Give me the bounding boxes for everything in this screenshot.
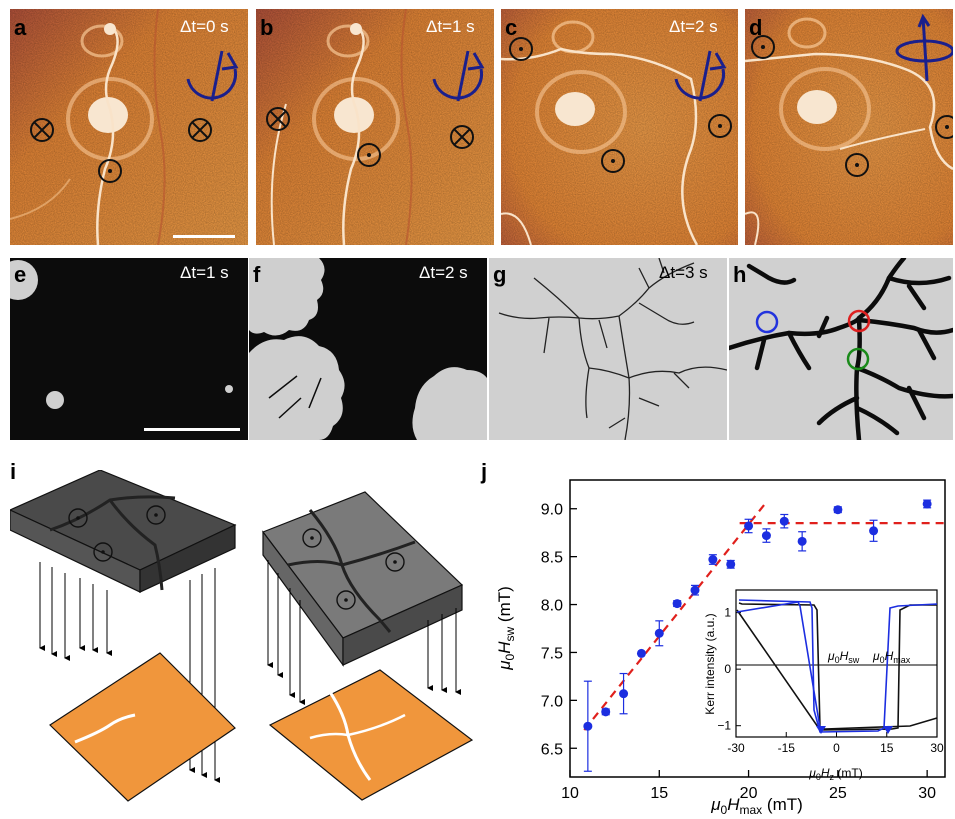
field-arrows-right bbox=[267, 560, 461, 705]
panel-g: g Δt=3 s bbox=[489, 258, 727, 440]
inset-x-tick-label: 30 bbox=[930, 741, 944, 755]
data-point bbox=[654, 628, 664, 638]
data-point bbox=[636, 648, 646, 658]
scale-bar bbox=[173, 235, 235, 238]
data-point bbox=[708, 555, 718, 565]
inset-hysteresis: -30 -15 0 15 30 −1 0 1 μ0Hsw μ0Hmax Kerr intens… bbox=[703, 589, 944, 782]
time-label-g: Δt=3 s bbox=[659, 263, 708, 282]
data-point bbox=[583, 721, 593, 731]
data-point bbox=[744, 521, 754, 531]
panel-b: b Δt=1 s bbox=[256, 9, 494, 245]
time-label-a: Δt=0 s bbox=[180, 17, 229, 36]
time-label-e: Δt=1 s bbox=[180, 263, 229, 282]
inset-y-label: Kerr intensity (a.u.) bbox=[703, 613, 717, 714]
red-circle-marker bbox=[847, 309, 871, 333]
x-axis-label: μ0Hmax (mT) bbox=[710, 795, 803, 817]
magnetic-slab-right bbox=[262, 491, 464, 667]
panel-c: c Δt=2 s bbox=[501, 9, 738, 245]
inset-arrows bbox=[816, 726, 893, 734]
y-axis-label: μ0Hsw (mT) bbox=[495, 586, 517, 671]
orange-film-left bbox=[49, 652, 236, 802]
x-tick-label: 30 bbox=[918, 785, 936, 802]
panel-h: h bbox=[729, 258, 953, 440]
data-point bbox=[779, 516, 789, 526]
panel-label-b: b bbox=[260, 15, 274, 40]
inset-y-tick-label: −1 bbox=[717, 719, 731, 733]
out-of-plane-symbol bbox=[751, 35, 953, 177]
x-tick-label: 25 bbox=[829, 785, 847, 802]
x-ticks: 10 15 20 25 30 bbox=[561, 770, 936, 802]
inset-x-label: μ0Hz (mT) bbox=[808, 766, 862, 782]
panel-label-f: f bbox=[253, 262, 261, 287]
domain-image-g bbox=[489, 258, 727, 440]
panel-label-d: d bbox=[749, 15, 763, 40]
y-tick-label: 8.0 bbox=[541, 598, 563, 615]
data-point bbox=[797, 536, 807, 546]
panel-a: a Δt=0 s bbox=[10, 9, 248, 245]
data-point bbox=[619, 689, 629, 699]
inset-y-tick-label: 0 bbox=[724, 662, 731, 676]
domain-image-f bbox=[249, 258, 487, 440]
into-plane-symbol bbox=[30, 118, 212, 142]
inset-x-tick-label: -15 bbox=[778, 741, 796, 755]
panel-e: e Δt=1 s bbox=[10, 258, 248, 440]
domain-image-h bbox=[729, 258, 953, 440]
data-point bbox=[690, 585, 700, 595]
data-point bbox=[922, 499, 932, 509]
inset-x-tick-label: -30 bbox=[727, 741, 745, 755]
data-point bbox=[672, 599, 682, 609]
panel-label-j: j bbox=[481, 459, 488, 484]
y-tick-label: 8.5 bbox=[541, 550, 563, 567]
domain-image-e bbox=[10, 258, 248, 440]
out-of-plane-symbol bbox=[98, 159, 122, 183]
inset-x-tick-label: 15 bbox=[880, 741, 894, 755]
y-tick-label: 6.5 bbox=[541, 741, 563, 758]
data-points bbox=[583, 499, 932, 772]
y-tick-label: 7.0 bbox=[541, 693, 563, 710]
kerr-image-a bbox=[10, 9, 248, 245]
kerr-image-c bbox=[501, 9, 738, 245]
data-point bbox=[726, 559, 736, 569]
time-label-f: Δt=2 s bbox=[419, 263, 468, 282]
inset-annotation-sw: μ0Hsw bbox=[827, 649, 860, 665]
panel-label-h: h bbox=[733, 262, 747, 287]
out-of-plane-symbol bbox=[357, 143, 381, 167]
panel-label-g: g bbox=[493, 262, 507, 287]
chart-j: 10 15 20 25 30 6.57.07.58.08.59.0 μ0Hmax (mT… bbox=[495, 479, 946, 817]
panel-label-c: c bbox=[505, 15, 518, 40]
x-tick-label: 20 bbox=[740, 785, 758, 802]
scale-bar bbox=[144, 428, 240, 431]
fit-line bbox=[583, 501, 768, 731]
panel-label-i: i bbox=[10, 459, 17, 484]
data-point bbox=[601, 707, 611, 717]
out-of-plane-symbol bbox=[509, 37, 732, 173]
panel-label-e: e bbox=[14, 262, 27, 287]
panel-f: f Δt=2 s bbox=[249, 258, 487, 440]
data-point bbox=[761, 531, 771, 541]
blue-circle-marker bbox=[755, 310, 779, 334]
orange-film-right bbox=[268, 669, 474, 801]
plot-frame bbox=[569, 479, 946, 778]
inset-x-tick-label: 0 bbox=[833, 741, 840, 755]
fit-lines bbox=[583, 501, 945, 731]
data-point bbox=[869, 526, 879, 536]
y-tick-label: 9.0 bbox=[541, 502, 563, 519]
y-ticks: 6.5 7.0 7.5 8.0 8.5 9.0 bbox=[541, 502, 577, 758]
y-tick-label: 7.5 bbox=[541, 645, 563, 662]
schematic-i bbox=[10, 470, 474, 802]
time-label-b: Δt=1 s bbox=[426, 17, 475, 36]
x-tick-label: 10 bbox=[561, 785, 579, 802]
kerr-image-d bbox=[745, 9, 953, 245]
panel-label-a: a bbox=[14, 15, 27, 40]
time-label-c: Δt=2 s bbox=[669, 17, 718, 36]
x-tick-label: 15 bbox=[650, 785, 668, 802]
green-circle-marker bbox=[846, 347, 870, 371]
panel-d: d bbox=[745, 9, 953, 245]
into-plane-symbol bbox=[266, 107, 474, 149]
inset-annotation-max: μ0Hmax bbox=[872, 649, 911, 665]
kerr-image-b bbox=[256, 9, 494, 245]
inset-y-tick-label: 1 bbox=[724, 606, 731, 620]
data-point bbox=[833, 505, 843, 515]
magnetic-slab-left bbox=[10, 470, 237, 593]
